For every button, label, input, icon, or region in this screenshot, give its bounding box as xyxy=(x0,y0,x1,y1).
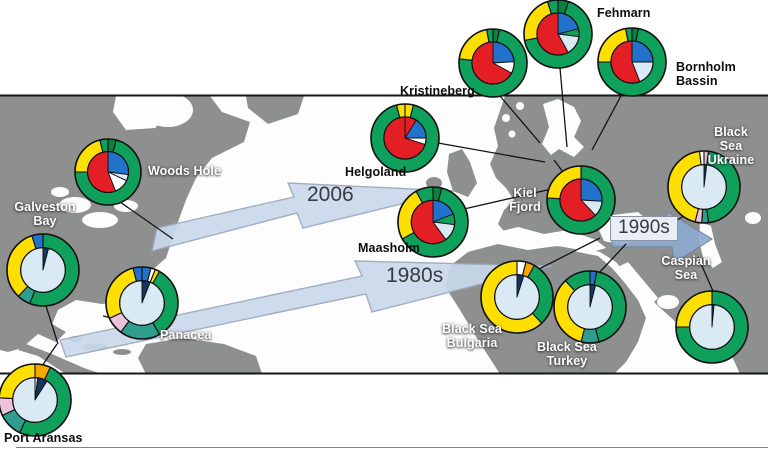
pie-outline xyxy=(397,186,469,258)
pie-inner-outline xyxy=(567,284,613,330)
bottom-rule xyxy=(16,447,768,448)
pie-outline xyxy=(546,165,616,235)
pie-bornholm-bassin xyxy=(597,27,667,97)
pie-inner-outline xyxy=(119,280,165,326)
leader-galveston-bay xyxy=(45,305,59,345)
pie-port-aransas xyxy=(0,363,72,437)
pie-charts xyxy=(0,0,749,437)
fjord-2 xyxy=(508,130,516,138)
pie-inner-outline xyxy=(689,304,735,350)
pie-outline xyxy=(458,28,528,98)
persian-gulf xyxy=(657,295,679,309)
pie-black-sea-ukraine xyxy=(667,150,741,224)
pie-kristineberg xyxy=(458,28,528,98)
pie-inner-outline xyxy=(471,41,515,85)
pie-inner-outline xyxy=(12,377,58,423)
pie-inner-outline xyxy=(410,199,456,245)
pie-outline xyxy=(105,266,179,340)
great-lake-1 xyxy=(59,197,91,213)
leader-port-aransas xyxy=(41,343,58,367)
pie-kiel-fjord xyxy=(546,165,616,235)
pie-black-sea-bulgaria xyxy=(480,260,554,334)
pie-black-sea-turkey xyxy=(553,270,627,344)
great-lake-4 xyxy=(51,187,69,197)
island-ireland xyxy=(426,177,442,189)
aral-sea xyxy=(745,212,761,224)
fjord-1 xyxy=(502,114,510,122)
leader-black-sea-bulgaria xyxy=(536,237,601,271)
leader-fehmarn xyxy=(559,67,568,148)
red-sea xyxy=(616,262,658,306)
landmass-central-america xyxy=(18,344,102,374)
leader-kristineberg xyxy=(499,95,541,144)
landmass-south-america xyxy=(138,338,262,374)
leader-helgoland xyxy=(437,142,546,163)
fjord-3 xyxy=(516,102,524,110)
pie-inner-outline xyxy=(559,178,603,222)
pie-fehmarn xyxy=(523,0,593,69)
caspian-sea-shape xyxy=(699,222,722,268)
arrow-1980s-shape xyxy=(59,260,553,358)
pie-inner-outline xyxy=(383,116,427,160)
baltic-sea xyxy=(542,99,584,157)
pie-galveston-bay xyxy=(6,233,80,307)
pie-helgoland xyxy=(370,103,440,173)
pie-outline xyxy=(6,233,80,307)
pie-inner-outline xyxy=(681,164,727,210)
pie-woods-hole xyxy=(74,138,142,206)
pie-outline xyxy=(667,150,741,224)
pie-inner-outline xyxy=(86,150,130,194)
pie-inner-outline xyxy=(20,247,66,293)
great-lake-2 xyxy=(82,212,118,228)
leader-bornholm-bassin xyxy=(591,93,623,151)
pie-outline xyxy=(675,290,749,364)
landmass-greenland xyxy=(246,96,304,124)
leader-maasholm xyxy=(463,187,557,210)
pie-outline xyxy=(0,363,72,437)
pie-caspian-sea xyxy=(675,290,749,364)
pie-panacea xyxy=(105,266,179,340)
leader-black-sea-turkey xyxy=(597,243,627,275)
pie-inner-outline xyxy=(610,40,654,84)
pie-maasholm xyxy=(397,186,469,258)
leader-woods-hole xyxy=(119,201,174,240)
map-top-border xyxy=(0,94,768,97)
pie-inner-outline xyxy=(536,12,580,56)
pie-outline xyxy=(480,260,554,334)
pie-outline xyxy=(553,270,627,344)
arrow-2006-shape xyxy=(151,182,455,252)
landmass-britain xyxy=(447,149,477,197)
pie-outline xyxy=(597,27,667,97)
leader-caspian-sea xyxy=(697,256,714,292)
pie-outline xyxy=(74,138,142,206)
map-bottom-border xyxy=(0,372,768,375)
pie-inner-outline xyxy=(494,274,540,320)
pie-outline xyxy=(370,103,440,173)
hudson-bay xyxy=(143,93,193,127)
island-hispaniola xyxy=(113,349,131,355)
pie-outline xyxy=(523,0,593,69)
